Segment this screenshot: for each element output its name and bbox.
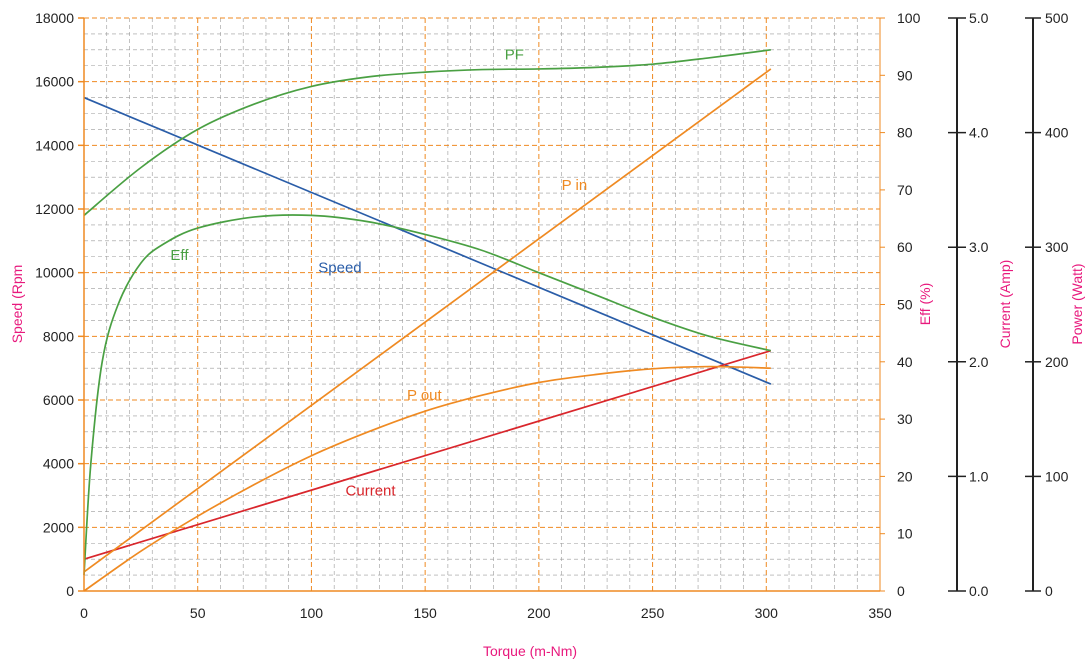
eff-tick-label: 40: [897, 354, 913, 370]
speed-tick-label: 0: [66, 583, 74, 599]
eff-tick-label: 100: [897, 10, 921, 26]
x-tick-label: 150: [413, 605, 437, 621]
power-tick-label: 500: [1045, 10, 1069, 26]
grid-minor: [84, 18, 880, 591]
speed-axis-title: Speed (Rpm: [9, 265, 25, 344]
power-tick-label: 100: [1045, 468, 1069, 484]
axes-layer: 0 50 100 150 200 250 300 3500200040006000800010…: [35, 10, 1069, 621]
speed-tick-label: 18000: [35, 10, 74, 26]
series-line-pf: [84, 50, 771, 216]
power-tick-label: 200: [1045, 354, 1069, 370]
current-tick-label: 4.0: [969, 125, 989, 141]
eff-tick-label: 0: [897, 583, 905, 599]
speed-tick-label: 2000: [43, 519, 74, 535]
x-tick-label: 300: [755, 605, 779, 621]
power-tick-label: 0: [1045, 583, 1053, 599]
x-tick-label: 350: [868, 605, 892, 621]
speed-tick-label: 12000: [35, 201, 74, 217]
speed-tick-label: 6000: [43, 392, 74, 408]
power-tick-label: 400: [1045, 125, 1069, 141]
power-tick-label: 300: [1045, 239, 1069, 255]
speed-tick-label: 8000: [43, 328, 74, 344]
eff-tick-label: 60: [897, 239, 913, 255]
current-tick-label: 0.0: [969, 583, 989, 599]
current-tick-label: 3.0: [969, 239, 989, 255]
series-label-pf: PF: [505, 46, 524, 63]
eff-tick-label: 50: [897, 297, 913, 313]
speed-tick-label: 16000: [35, 74, 74, 90]
series-line-current: [84, 351, 771, 560]
eff-tick-label: 90: [897, 67, 913, 83]
labels-layer: Torque (m-Nm) Speed (Rpm Eff (%) Current…: [9, 260, 1085, 659]
current-tick-label: 2.0: [969, 354, 989, 370]
x-tick-label: 100: [300, 605, 324, 621]
x-axis-title: Torque (m-Nm): [483, 643, 577, 659]
current-tick-label: 1.0: [969, 468, 989, 484]
x-tick-label: 250: [641, 605, 665, 621]
x-tick-label: 0: [80, 605, 88, 621]
eff-tick-label: 20: [897, 468, 913, 484]
speed-tick-label: 14000: [35, 137, 74, 153]
x-tick-label: 200: [527, 605, 551, 621]
series-label-p-out: P out: [407, 387, 443, 404]
eff-tick-label: 30: [897, 411, 913, 427]
eff-tick-label: 70: [897, 182, 913, 198]
series-label-p-in: P in: [562, 177, 588, 194]
x-tick-label: 50: [190, 605, 206, 621]
eff-tick-label: 80: [897, 125, 913, 141]
series-label-speed: Speed: [318, 260, 361, 277]
current-axis-title: Current (Amp): [997, 260, 1013, 349]
eff-axis-title: Eff (%): [917, 283, 933, 326]
power-axis-title: Power (Watt): [1069, 263, 1085, 344]
current-tick-label: 5.0: [969, 10, 989, 26]
speed-tick-label: 10000: [35, 265, 74, 281]
series-label-eff: Eff: [170, 247, 189, 264]
series-layer: Speed Current P in P out Eff PF: [84, 46, 771, 591]
speed-tick-label: 4000: [43, 456, 74, 472]
series-label-current: Current: [346, 483, 397, 500]
eff-tick-label: 10: [897, 526, 913, 542]
